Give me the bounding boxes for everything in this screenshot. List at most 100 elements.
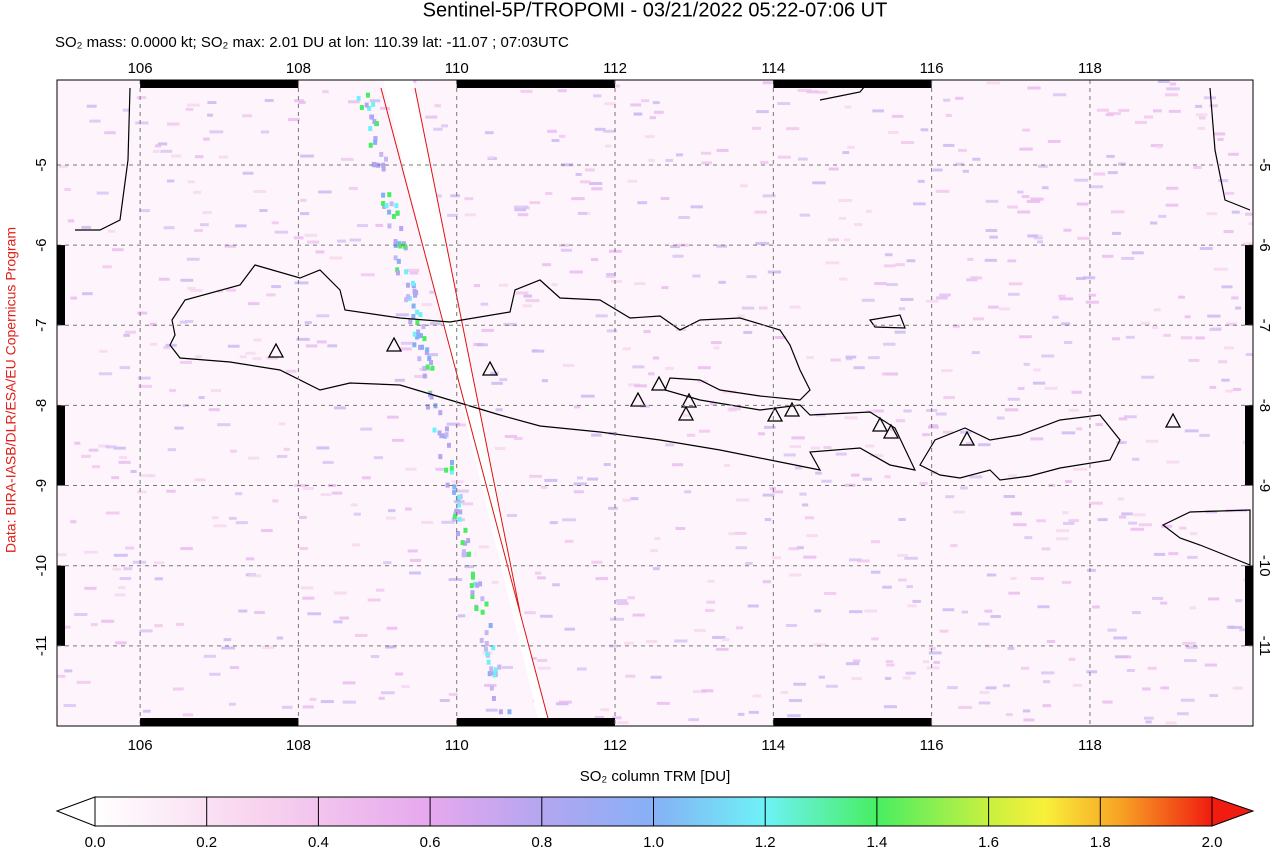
- so2-pixel: [1204, 663, 1217, 667]
- so2-pixel: [735, 626, 744, 630]
- so2-pixel: [1125, 335, 1135, 339]
- so2-pixel: [294, 99, 304, 103]
- so2-pixel: [90, 623, 98, 627]
- x-tick-label: 108: [286, 60, 311, 77]
- so2-pixel: [1096, 108, 1110, 112]
- so2-pixel: [1225, 389, 1233, 393]
- so2-pixel: [360, 427, 373, 431]
- so2-pixel: [105, 511, 120, 515]
- so2-pixel: [559, 134, 566, 138]
- so2-pixel: [1195, 113, 1208, 117]
- colorbar-tick-label: 1.6: [978, 834, 999, 851]
- so2-pixel: [1037, 164, 1048, 168]
- so2-pixel: [795, 466, 803, 470]
- so2-pixel: [551, 139, 560, 143]
- so2-pixel: [487, 155, 495, 159]
- so2-pixel: [1157, 80, 1170, 84]
- so2-pixel: [123, 333, 130, 337]
- so2-pixel: [209, 672, 221, 676]
- frame-segment: [57, 405, 65, 486]
- so2-pixel: [456, 502, 461, 508]
- so2-pixel: [883, 342, 896, 346]
- so2-pixel: [830, 358, 841, 362]
- so2-pixel: [595, 314, 608, 318]
- so2-pixel: [416, 329, 421, 335]
- so2-pixel: [135, 121, 149, 125]
- so2-pixel: [322, 460, 334, 464]
- so2-pixel: [1239, 628, 1246, 632]
- so2-pixel: [329, 256, 343, 260]
- so2-pixel: [1184, 429, 1199, 433]
- so2-pixel: [844, 105, 852, 109]
- so2-pixel: [544, 478, 558, 482]
- so2-pixel: [769, 486, 776, 490]
- x-tick-label: 114: [761, 60, 785, 77]
- so2-pixel: [898, 518, 906, 522]
- so2-pixel: [217, 289, 224, 293]
- so2-pixel: [698, 429, 711, 433]
- frame-segment: [1245, 245, 1253, 326]
- so2-pixel: [298, 100, 306, 104]
- so2-pixel: [399, 226, 404, 232]
- so2-pixel: [1195, 336, 1205, 340]
- so2-pixel: [1185, 645, 1198, 649]
- so2-pixel: [1147, 666, 1157, 670]
- so2-pixel: [736, 498, 750, 502]
- so2-pixel: [960, 430, 972, 434]
- so2-pixel: [515, 291, 529, 295]
- so2-pixel: [1164, 93, 1179, 97]
- so2-pixel: [971, 351, 980, 355]
- so2-pixel: [499, 283, 509, 287]
- so2-pixel: [499, 378, 508, 382]
- so2-pixel: [645, 640, 658, 644]
- so2-pixel: [593, 94, 602, 98]
- so2-pixel: [1088, 501, 1103, 505]
- so2-pixel: [1190, 532, 1198, 536]
- so2-pixel: [99, 349, 108, 353]
- so2-pixel: [463, 527, 468, 533]
- so2-pixel: [1019, 147, 1033, 151]
- so2-pixel: [1007, 397, 1020, 401]
- so2-pixel: [883, 705, 897, 709]
- so2-pixel: [845, 355, 857, 359]
- so2-pixel: [105, 445, 117, 449]
- so2-pixel: [274, 230, 288, 234]
- volcano: [958, 430, 976, 446]
- so2-pixel: [370, 655, 380, 659]
- map-frame: [56, 79, 1254, 727]
- so2-pixel: [616, 602, 629, 606]
- map-background: [57, 80, 1253, 726]
- so2-pixel: [513, 436, 523, 440]
- so2-pixel: [475, 582, 480, 588]
- volcano: [650, 375, 668, 391]
- so2-pixel: [1063, 340, 1073, 344]
- so2-pixel: [149, 342, 158, 346]
- so2-pixel: [872, 109, 885, 113]
- so2-pixel: [1005, 713, 1013, 717]
- so2-pixel: [737, 712, 745, 716]
- so2-pixel: [1141, 687, 1151, 691]
- so2-pixel: [381, 162, 386, 168]
- so2-pixel: [845, 662, 860, 666]
- so2-pixel: [764, 518, 772, 522]
- so2-pixel: [971, 276, 983, 280]
- so2-pixel: [722, 390, 737, 394]
- so2-pixel: [208, 408, 220, 412]
- so2-pixel: [672, 463, 684, 467]
- so2-pixel: [825, 261, 840, 265]
- so2-pixel: [112, 567, 121, 571]
- so2-pixel: [1022, 128, 1031, 132]
- so2-pixel: [113, 446, 126, 450]
- so2-pixel: [966, 278, 978, 282]
- so2-pixel: [429, 360, 434, 366]
- so2-pixel: [591, 187, 603, 191]
- so2-pixel: [1217, 137, 1224, 141]
- so2-pixel: [501, 665, 514, 669]
- so2-pixel: [118, 460, 131, 464]
- y-tick-label: -10: [1256, 555, 1272, 577]
- so2-pixel: [627, 596, 636, 600]
- so2-pixel: [665, 443, 675, 447]
- so2-pixel: [772, 556, 782, 560]
- so2-pixel: [1041, 354, 1055, 358]
- so2-pixel: [61, 625, 71, 629]
